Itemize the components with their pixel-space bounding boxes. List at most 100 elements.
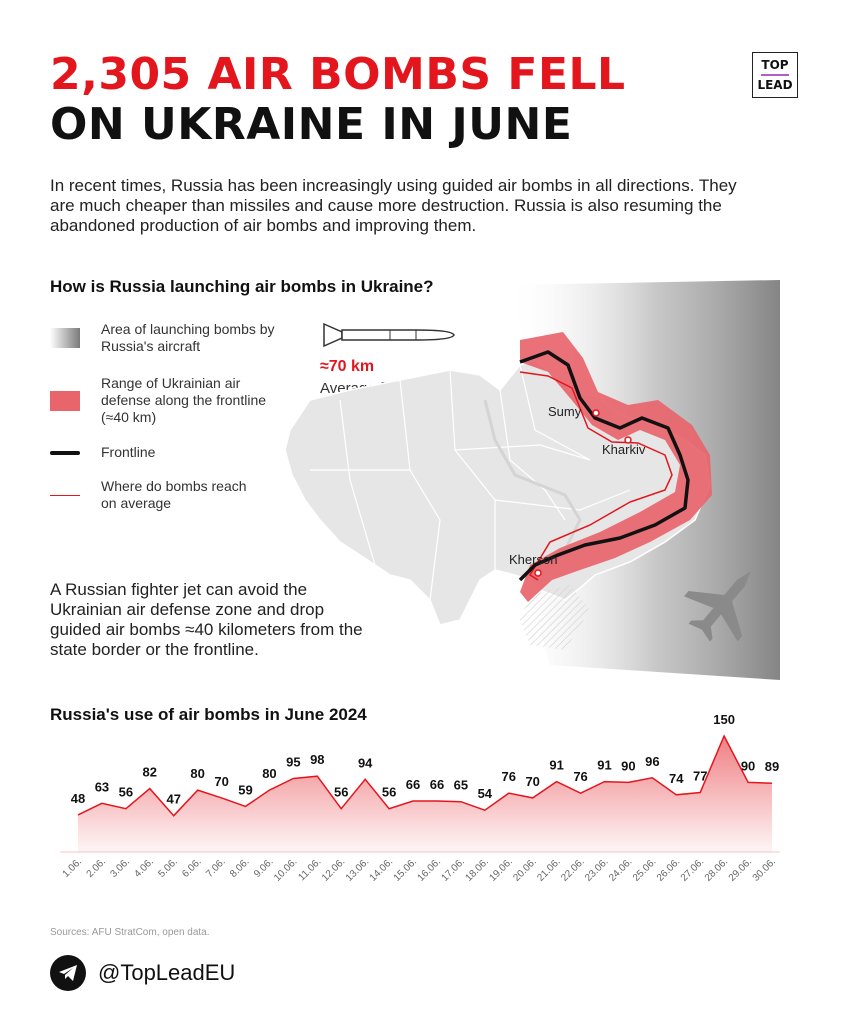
data-label: 98 xyxy=(310,752,324,767)
logo-bottom-text: LEAD xyxy=(757,78,793,92)
x-tick-label: 15.06. xyxy=(392,856,419,883)
x-tick-label: 28.06. xyxy=(703,856,730,883)
map-section-heading: How is Russia launching air bombs in Ukr… xyxy=(50,277,434,296)
x-tick-label: 24.06. xyxy=(607,856,634,883)
legend-label: Where do bombs reach on average xyxy=(101,478,247,511)
sumy-marker xyxy=(592,409,600,417)
data-label: 66 xyxy=(430,777,444,792)
x-tick-label: 10.06. xyxy=(272,856,299,883)
telegram-icon xyxy=(50,955,86,991)
city-label-kharkiv: Kharkiv xyxy=(602,442,646,457)
x-tick-label: 18.06. xyxy=(464,856,491,883)
data-label: 70 xyxy=(214,774,228,789)
x-tick-label: 17.06. xyxy=(440,856,467,883)
telegram-link[interactable]: @TopLeadEU xyxy=(50,955,235,991)
data-label: 76 xyxy=(502,769,516,784)
data-label: 77 xyxy=(693,768,707,783)
telegram-handle: @TopLeadEU xyxy=(98,960,236,985)
x-tick-label: 13.06. xyxy=(344,856,371,883)
data-label: 150 xyxy=(713,712,735,727)
x-tick-label: 7.06. xyxy=(204,856,228,880)
data-label: 82 xyxy=(143,765,157,780)
x-tick-label: 22.06. xyxy=(559,856,586,883)
x-tick-label: 21.06. xyxy=(535,856,562,883)
data-label: 80 xyxy=(262,766,276,781)
x-tick-label: 29.06. xyxy=(727,856,754,883)
x-tick-label: 3.06. xyxy=(108,856,132,880)
data-label: 66 xyxy=(406,777,420,792)
data-label: 54 xyxy=(478,786,493,801)
chart-heading: Russia's use of air bombs in June 2024 xyxy=(50,705,367,724)
chart-line xyxy=(77,734,773,817)
x-tick-label: 20.06. xyxy=(511,856,538,883)
legend-item-frontline: Frontline xyxy=(50,444,155,461)
x-tick-label: 11.06. xyxy=(297,856,324,883)
bomb-reach-swatch xyxy=(50,494,80,496)
data-label: 74 xyxy=(669,771,684,786)
data-label: 80 xyxy=(190,766,204,781)
legend-item-launch-area: Area of launching bombs by Russia's airc… xyxy=(50,321,301,355)
legend-item-bomb-reach: Where do bombs reach on average xyxy=(50,478,261,512)
frontline-line xyxy=(518,350,690,582)
data-label: 96 xyxy=(645,754,659,769)
title-line-2: ON UKRAINE IN JUNE xyxy=(50,99,573,150)
x-tick-label: 30.06. xyxy=(751,856,778,883)
data-label: 89 xyxy=(765,759,779,774)
city-label-sumy: Sumy xyxy=(548,404,582,419)
data-label: 56 xyxy=(382,785,396,800)
toplead-logo: TOP LEAD xyxy=(752,52,798,98)
legend-label: Area of launching bombs by Russia's airc… xyxy=(101,321,275,354)
city-label-kherson: Kherson xyxy=(509,552,558,567)
data-label: 90 xyxy=(621,758,635,773)
x-tick-label: 6.06. xyxy=(180,856,204,880)
x-tick-label: 5.06. xyxy=(156,856,180,880)
x-tick-label: 1.06. xyxy=(61,856,85,880)
kherson-marker xyxy=(534,569,542,577)
data-label: 56 xyxy=(334,785,348,800)
legend-label: Range of Ukrainian air defense along the… xyxy=(101,375,267,425)
x-tick-label: 2.06. xyxy=(85,856,109,880)
air-bomb-icon xyxy=(323,322,455,348)
data-label: 59 xyxy=(238,782,252,797)
frontline-swatch xyxy=(50,450,80,455)
data-label: 63 xyxy=(95,779,109,794)
bomb-reach-line xyxy=(519,371,673,581)
range-value: ≈70 km xyxy=(320,358,375,375)
logo-divider xyxy=(761,74,789,76)
x-tick-label: 14.06. xyxy=(368,856,395,883)
data-label: 91 xyxy=(549,758,563,773)
x-tick-label: 25.06. xyxy=(631,856,658,883)
data-label: 91 xyxy=(597,758,611,773)
chart-area-fill xyxy=(78,736,772,852)
x-tick-label: 4.06. xyxy=(132,856,156,880)
ukraine-map xyxy=(284,280,780,680)
data-label: 65 xyxy=(454,778,468,793)
x-tick-label: 12.06. xyxy=(320,856,347,883)
x-tick-label: 23.06. xyxy=(583,856,610,883)
data-label: 76 xyxy=(573,769,587,784)
data-label: 90 xyxy=(741,758,755,773)
air-defense-swatch xyxy=(50,390,80,411)
x-tick-label: 19.06. xyxy=(487,856,514,883)
title-line-1: 2,305 AIR BOMBS FELL xyxy=(50,49,626,100)
intro-paragraph: In recent times, Russia has been increas… xyxy=(50,176,737,235)
legend-label: Frontline xyxy=(101,444,156,460)
data-label: 47 xyxy=(166,792,180,807)
logo-top-text: TOP xyxy=(761,58,789,72)
kharkiv-marker xyxy=(624,436,632,444)
x-tick-label: 16.06. xyxy=(416,856,443,883)
x-tick-label: 8.06. xyxy=(228,856,252,880)
jet-explanation: A Russian fighter jet can avoid the Ukra… xyxy=(50,580,363,659)
air-bombs-area-chart: 48 63 56 82 47 80 70 59 80 95 98 56 94 56 66 66 65 54 76 70… xyxy=(60,712,780,884)
page-title: 2,305 AIR BOMBS FELL ON UKRAINE IN JUNE xyxy=(50,50,626,150)
data-label: 94 xyxy=(358,755,373,770)
data-label: 95 xyxy=(286,755,300,770)
launch-area-swatch xyxy=(50,328,80,348)
data-label: 70 xyxy=(525,774,539,789)
data-label: 48 xyxy=(71,791,85,806)
x-tick-label: 26.06. xyxy=(655,856,682,883)
fighter-jet-icon xyxy=(684,571,751,642)
legend-item-air-defense: Range of Ukrainian air defense along the… xyxy=(50,375,271,426)
sources-note: Sources: AFU StratCom, open data. xyxy=(50,927,210,938)
oblast-borders xyxy=(310,364,631,601)
